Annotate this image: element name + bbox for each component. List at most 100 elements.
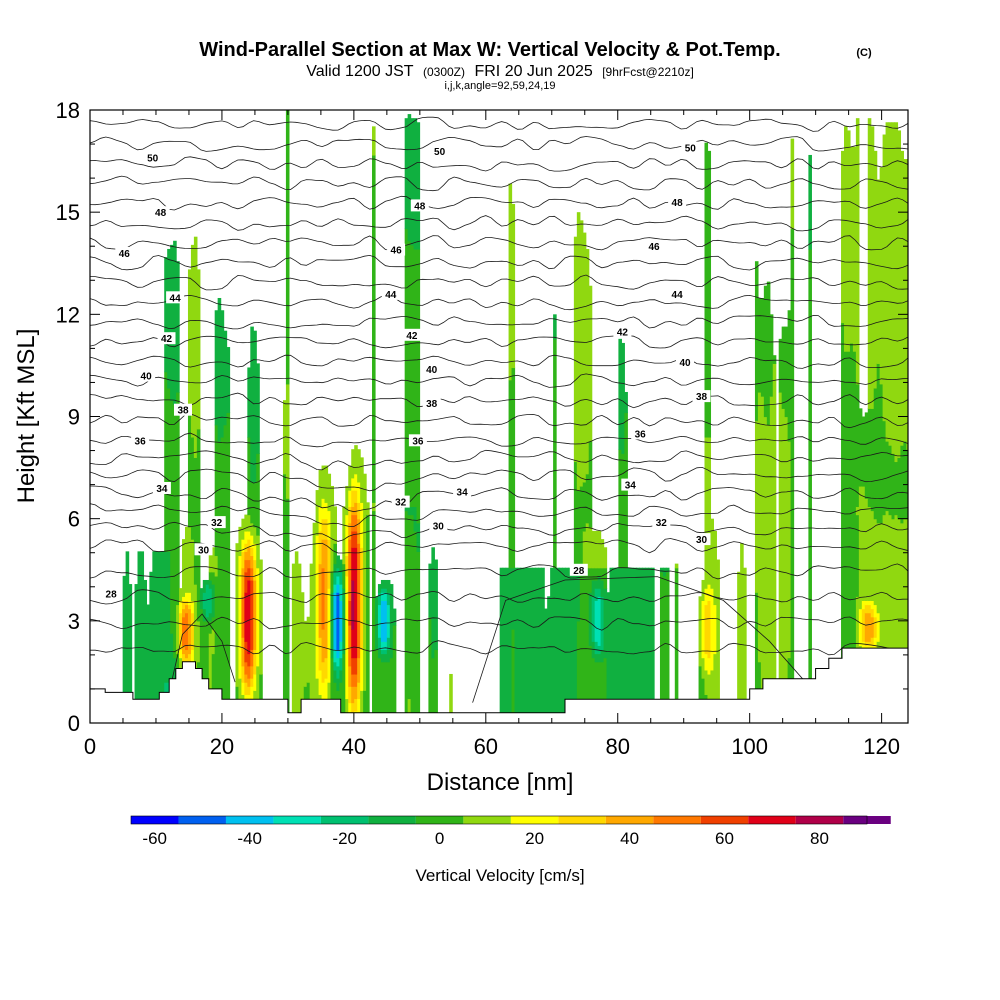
contour-label-text: 34 (156, 484, 168, 495)
w-cell (354, 490, 358, 503)
w-cell (380, 579, 385, 589)
w-cell (867, 641, 872, 646)
y-tick-label: 12 (56, 302, 80, 327)
w-cell (434, 559, 438, 651)
w-cell (600, 579, 605, 597)
w-cell (339, 641, 343, 659)
w-cell (873, 637, 878, 651)
theta-contour-line (90, 449, 908, 471)
theta-contour-line (472, 576, 803, 703)
w-cell (576, 567, 581, 622)
w-cell (867, 600, 872, 606)
w-cell (410, 244, 415, 508)
colorbar-tick-label: 40 (620, 829, 639, 848)
w-cell (849, 146, 854, 344)
w-cell (179, 649, 183, 659)
w-cell (333, 571, 337, 585)
w-cell (324, 539, 329, 659)
w-cell (259, 559, 263, 675)
w-cell (342, 506, 346, 565)
w-cell (591, 530, 596, 569)
x-tick-label: 120 (863, 734, 900, 759)
contour-label-text: 42 (617, 327, 629, 338)
w-cell (244, 571, 248, 593)
w-cell (306, 616, 311, 683)
x-axis-label: Distance [nm] (427, 769, 574, 796)
w-cell (217, 441, 222, 723)
w-cell (885, 122, 890, 442)
w-cell (321, 661, 326, 683)
theta-contour-label: 34 (453, 485, 472, 498)
w-cell (906, 159, 908, 450)
contour-label-background (381, 287, 400, 300)
colorbar-swatch (225, 816, 274, 824)
w-cell (591, 579, 596, 597)
w-cell (348, 702, 352, 720)
w-cell (380, 653, 385, 663)
w-cell (618, 567, 622, 723)
w-cell (882, 514, 887, 723)
w-cell (849, 342, 854, 723)
w-cell (285, 498, 290, 723)
w-cell (855, 383, 860, 508)
y-axis-label: Height [Kft MSL] (13, 329, 40, 504)
w-cell (407, 114, 412, 242)
w-cell (360, 457, 364, 503)
w-cell (713, 530, 717, 606)
w-cell (173, 404, 177, 659)
subtitle-valid: Valid 1200 JST (306, 63, 414, 80)
w-cell (594, 600, 599, 642)
w-cell (327, 510, 332, 540)
w-cell (253, 481, 257, 528)
w-cell (256, 567, 260, 667)
theta-contour-label: 32 (391, 495, 410, 509)
w-cell (416, 551, 421, 723)
theta-contour-line (90, 538, 908, 554)
contour-label-text: 36 (635, 430, 647, 441)
w-cell (529, 567, 533, 723)
w-cell (864, 604, 869, 614)
contour-label-background (453, 485, 472, 498)
w-cell (318, 637, 323, 671)
colorbar-swatch (415, 816, 464, 824)
colorbar-swatch (748, 816, 796, 824)
w-cell (903, 441, 907, 520)
w-cell (205, 620, 210, 723)
w-cell (618, 338, 622, 450)
w-cell (846, 130, 851, 352)
w-cell (553, 338, 557, 569)
w-cell (190, 244, 195, 438)
w-cell (184, 612, 189, 651)
contour-label-text: 38 (426, 399, 438, 410)
w-cell (897, 457, 902, 520)
subtitle-utc: (0300Z) (423, 65, 465, 79)
w-cell (870, 510, 875, 601)
contour-label-background (151, 206, 170, 219)
contour-label-text: 46 (648, 242, 660, 253)
theta-contour-line (90, 485, 908, 513)
w-cell (760, 297, 765, 397)
w-cell (383, 588, 388, 593)
w-cell (363, 473, 367, 691)
w-cell (324, 518, 329, 540)
w-cell (888, 122, 893, 446)
contour-label-text: 48 (155, 208, 167, 219)
w-cell (876, 612, 881, 642)
w-cell (250, 547, 254, 557)
w-cell (351, 702, 355, 716)
w-cell (244, 682, 248, 695)
y-tick-label: 9 (68, 405, 80, 430)
w-cell (858, 485, 863, 610)
w-cell (407, 698, 412, 723)
w-cell (327, 473, 332, 512)
w-cell (247, 579, 251, 655)
w-cell (790, 228, 795, 723)
w-cell (404, 510, 409, 716)
w-cell (250, 567, 254, 581)
w-cell (184, 649, 189, 659)
y-tick-label: 0 (68, 711, 80, 736)
w-cell (354, 686, 358, 700)
w-cell (621, 567, 625, 720)
w-cell (383, 579, 388, 589)
